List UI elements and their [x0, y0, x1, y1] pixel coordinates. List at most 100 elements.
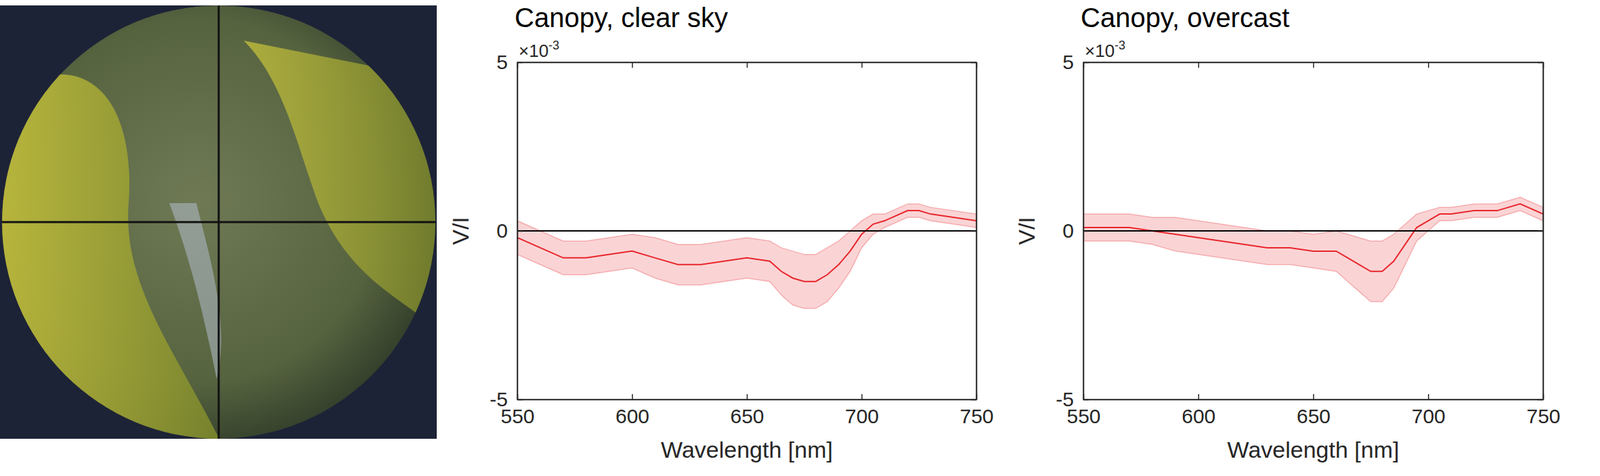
tick-mark: [1198, 394, 1200, 400]
x-axis-title: Wavelength [nm]: [660, 436, 833, 463]
multiplier-base: ×10: [1084, 40, 1115, 61]
marks: [517, 203, 977, 309]
title: Canopy, overcast: [1080, 2, 1290, 33]
lens: [0, 5, 447, 447]
tick: 700: [845, 394, 879, 428]
tick-mark: [1198, 62, 1200, 68]
tick-label: 700: [845, 404, 879, 428]
x-axis: 550600650700750: [1066, 394, 1561, 428]
mean-line: [517, 210, 977, 282]
frame: [1083, 62, 1544, 400]
tick: 650: [1296, 394, 1331, 428]
tick: [1537, 62, 1544, 63]
tick-mark: [1083, 62, 1089, 64]
tick-label: 600: [1181, 404, 1216, 428]
tick-mark: [970, 62, 977, 64]
tick-mark: [631, 62, 634, 68]
axis-multiplier: ×10-3: [518, 38, 560, 61]
tick-mark: [517, 62, 523, 64]
tick: [970, 62, 977, 63]
tick-label: 750: [1526, 404, 1561, 428]
title: Canopy, clear sky: [514, 2, 728, 33]
tick: 600: [615, 394, 650, 428]
tick: 600: [1181, 394, 1216, 428]
y-axis-right: [970, 62, 978, 401]
x-axis-top: [517, 62, 978, 68]
tick-mark: [746, 62, 749, 68]
tick-mark: [517, 399, 523, 401]
tick-label: 0: [1062, 219, 1074, 242]
multiplier-base: ×10: [518, 40, 549, 61]
tick: [1428, 62, 1429, 68]
moss-patch: [0, 74, 224, 447]
x-axis-top: [1084, 62, 1544, 68]
plot-area: [1083, 62, 1544, 400]
gap: [169, 203, 222, 380]
tick-mark: [746, 394, 749, 400]
tick-label: 5: [1062, 50, 1074, 74]
mean-line: [1083, 203, 1544, 272]
panel: 550600650700750-505×10-3Canopy, clear sk…: [447, 2, 994, 463]
tick: [970, 399, 977, 401]
tick-mark: [1312, 62, 1315, 68]
y-axis-right: [1537, 62, 1544, 401]
tick-label: 650: [1296, 404, 1331, 428]
multiplier-exponent: -3: [548, 38, 560, 53]
figure: 550600650700750-505×10-3Canopy, clear sk…: [0, 0, 1600, 476]
tick-mark: [1428, 62, 1430, 68]
tick: [1537, 399, 1544, 401]
tick: -5: [489, 387, 523, 411]
x-axis: 550600650700750: [500, 394, 994, 428]
tick: [1313, 62, 1315, 68]
tick: [1537, 230, 1544, 232]
tick-mark: [1537, 62, 1544, 64]
tick: -5: [1055, 387, 1089, 411]
tick: [632, 62, 634, 68]
marks: [1083, 197, 1544, 302]
tick-label: -5: [489, 387, 508, 411]
tick-mark: [970, 230, 977, 233]
y-axis: -5 0 5: [489, 50, 523, 411]
tick-mark: [1083, 230, 1089, 233]
frame: [517, 62, 977, 400]
tick-label: 700: [1411, 404, 1446, 428]
x-axis-title: Wavelength [nm]: [1227, 436, 1400, 463]
tick: 0: [496, 219, 523, 242]
tick: [861, 62, 863, 68]
tick-label: 600: [615, 404, 650, 428]
error-band: [517, 203, 977, 309]
tick-mark: [517, 230, 523, 233]
plot-area: [517, 62, 977, 400]
tick: 650: [729, 394, 764, 428]
tick-label: 5: [496, 50, 508, 74]
reference-line: [1083, 230, 1544, 232]
tick-mark: [1312, 394, 1315, 400]
tick-label: 0: [496, 219, 508, 242]
crosshair: [218, 5, 221, 439]
tick-mark: [1428, 394, 1430, 400]
moss-patch: [243, 40, 447, 339]
y-axis: -5 0 5: [1055, 50, 1089, 411]
tick: [746, 62, 748, 68]
photo: [0, 5, 447, 447]
error-band: [1083, 197, 1544, 302]
tick-mark: [861, 62, 863, 68]
tick-label: 650: [729, 404, 764, 428]
axis-multiplier: ×10-3: [1084, 38, 1126, 61]
panel: 550600650700750-505×10-3Canopy, overcast…: [1013, 2, 1561, 463]
multiplier-exponent: -3: [1114, 38, 1126, 53]
y-axis-title: V/I: [1013, 216, 1040, 246]
tick: [1198, 62, 1200, 68]
reference-line: [517, 230, 977, 232]
tick-mark: [631, 394, 634, 400]
tick: 0: [1062, 219, 1089, 242]
tick-mark: [970, 399, 977, 401]
tick: [970, 230, 977, 232]
tick-mark: [861, 394, 863, 400]
tick-label: -5: [1055, 387, 1074, 411]
tick-label: 750: [959, 404, 994, 428]
y-axis-title: V/I: [447, 216, 474, 246]
tick-mark: [1083, 399, 1089, 401]
tick: 700: [1411, 394, 1446, 428]
tick-mark: [1537, 399, 1544, 401]
